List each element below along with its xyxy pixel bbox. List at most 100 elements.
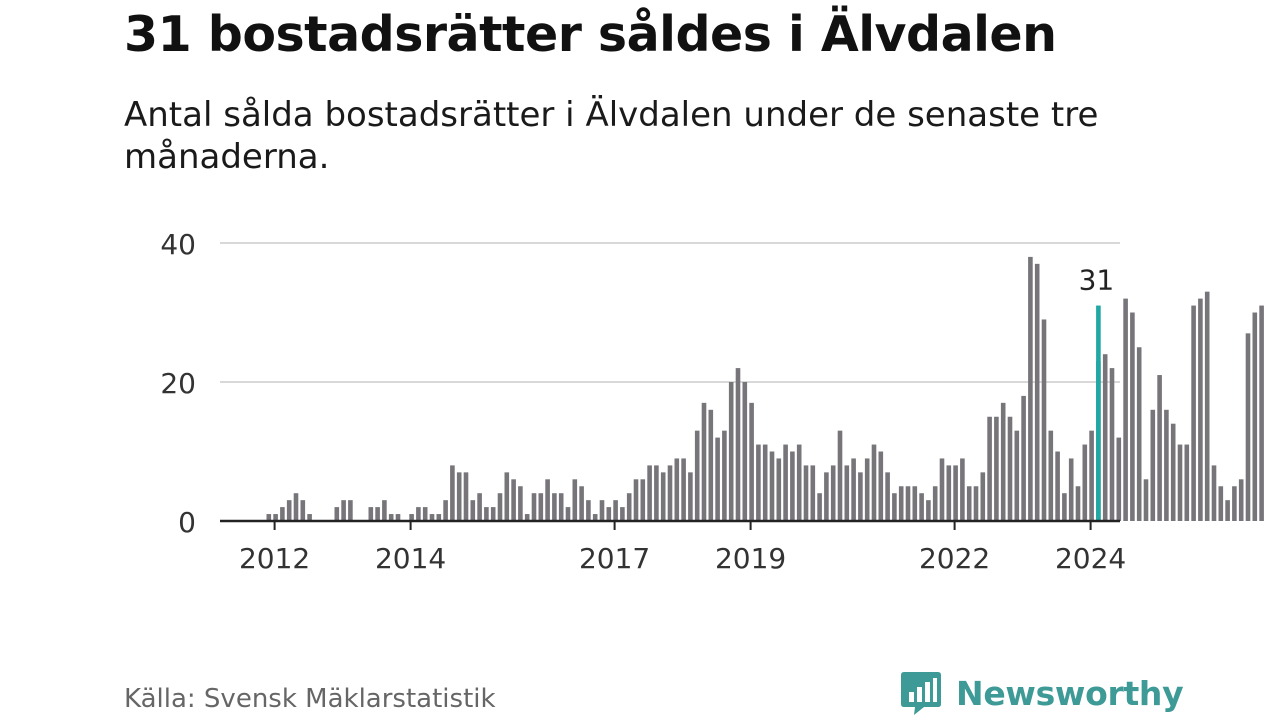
bar-12: [307, 514, 312, 521]
bar-59: [626, 493, 632, 521]
bar-106: [946, 465, 952, 521]
bar-16: [334, 507, 340, 521]
bar-63: [654, 465, 659, 521]
bar-40: [497, 493, 503, 521]
bar-120: [1041, 319, 1047, 521]
bar-24: [388, 514, 394, 521]
bar-108: [960, 458, 965, 521]
bar-126: [1082, 444, 1088, 521]
bar-84: [796, 444, 802, 521]
bar-149: [1238, 479, 1244, 521]
bar-48: [552, 493, 557, 521]
bar-146: [1218, 486, 1224, 521]
bar-111: [980, 472, 986, 521]
bar-140: [1177, 444, 1183, 521]
bar-25: [395, 514, 401, 521]
bar-62: [647, 465, 652, 521]
bar-83: [790, 451, 795, 521]
y-tick-label-40: 40: [160, 228, 196, 261]
bar-115: [1007, 416, 1013, 521]
chart-title: 31 bostadsrätter såldes i Älvdalen: [124, 6, 1057, 63]
bar-89: [830, 465, 836, 521]
bar-109: [966, 486, 972, 521]
bar-53: [586, 500, 591, 521]
bar-104: [932, 486, 938, 521]
bar-137: [1157, 375, 1162, 521]
bar-86: [810, 465, 816, 521]
bar-122: [1055, 451, 1060, 521]
bar-127: [1089, 430, 1094, 521]
bar-46: [538, 493, 544, 521]
bar-6: [266, 514, 272, 521]
bar-66: [674, 458, 680, 521]
x-tick-label-2012: 2012: [239, 542, 310, 575]
bar-49: [558, 493, 564, 521]
bar-56: [606, 507, 612, 521]
bar-99: [898, 486, 904, 521]
bar-90: [837, 430, 843, 521]
bar-101: [912, 486, 918, 521]
bar-55: [599, 500, 605, 521]
source-note: Källa: Svensk Mäklarstatistik: [124, 684, 496, 714]
bar-75: [735, 368, 741, 521]
bar-38: [484, 507, 489, 521]
bar-27: [409, 514, 414, 521]
bar-114: [1000, 402, 1006, 521]
bar-121: [1048, 430, 1054, 521]
bar-29: [422, 507, 428, 521]
bar-116: [1014, 430, 1020, 521]
newsworthy-logo-icon: [901, 672, 941, 715]
axis-labels: 0 20 40 31 2012 2014 2017 2019 2022 2024: [160, 228, 1126, 575]
bar-129: [1102, 354, 1108, 521]
x-tick-label-2017: 2017: [579, 542, 650, 575]
bar-69: [694, 430, 700, 521]
bar-58: [620, 507, 625, 521]
x-tick-label-2022: 2022: [919, 542, 990, 575]
bar-77: [749, 402, 754, 521]
bar-94: [864, 458, 870, 521]
bar-147: [1225, 500, 1230, 521]
y-tick-label-20: 20: [160, 367, 196, 400]
brand-logo[interactable]: Newsworthy: [900, 670, 1184, 716]
bar-124: [1068, 458, 1074, 521]
bar-96: [878, 451, 884, 521]
bar-31: [436, 514, 442, 521]
bar-18: [348, 500, 353, 521]
bar-119: [1034, 263, 1040, 521]
bar-148: [1232, 486, 1237, 521]
bar-22: [375, 507, 380, 521]
bar-34: [456, 472, 462, 521]
bar-118: [1028, 256, 1033, 521]
bar-130: [1109, 368, 1115, 521]
bar-68: [688, 472, 693, 521]
bar-80: [769, 451, 775, 521]
bar-93: [858, 472, 863, 521]
bar-133: [1130, 312, 1135, 521]
bar-11: [300, 500, 306, 521]
bar-70: [701, 402, 707, 521]
bar-134: [1136, 347, 1142, 521]
bar-144: [1204, 291, 1210, 521]
bar-35: [463, 472, 469, 521]
axes: [220, 519, 1120, 530]
bar-highlight: [1096, 305, 1101, 521]
gridlines: [220, 242, 1120, 383]
bar-141: [1184, 444, 1190, 521]
bar-39: [490, 507, 496, 521]
bar-60: [633, 479, 639, 521]
bar-50: [565, 507, 571, 521]
brand-name: Newsworthy: [956, 673, 1184, 713]
bar-chart: 0 20 40 31 2012 2014 2017 2019 2022 2024: [160, 228, 1264, 575]
bar-28: [416, 507, 421, 521]
bar-107: [953, 465, 958, 521]
bar-95: [871, 444, 877, 521]
bar-91: [844, 465, 850, 521]
bar-145: [1211, 465, 1217, 521]
bar-123: [1062, 493, 1067, 521]
bar-71: [708, 409, 714, 521]
bar-142: [1191, 305, 1196, 521]
bar-42: [511, 479, 516, 521]
x-tick-label-2014: 2014: [375, 542, 446, 575]
bar-51: [572, 479, 578, 521]
bar-72: [715, 437, 720, 521]
